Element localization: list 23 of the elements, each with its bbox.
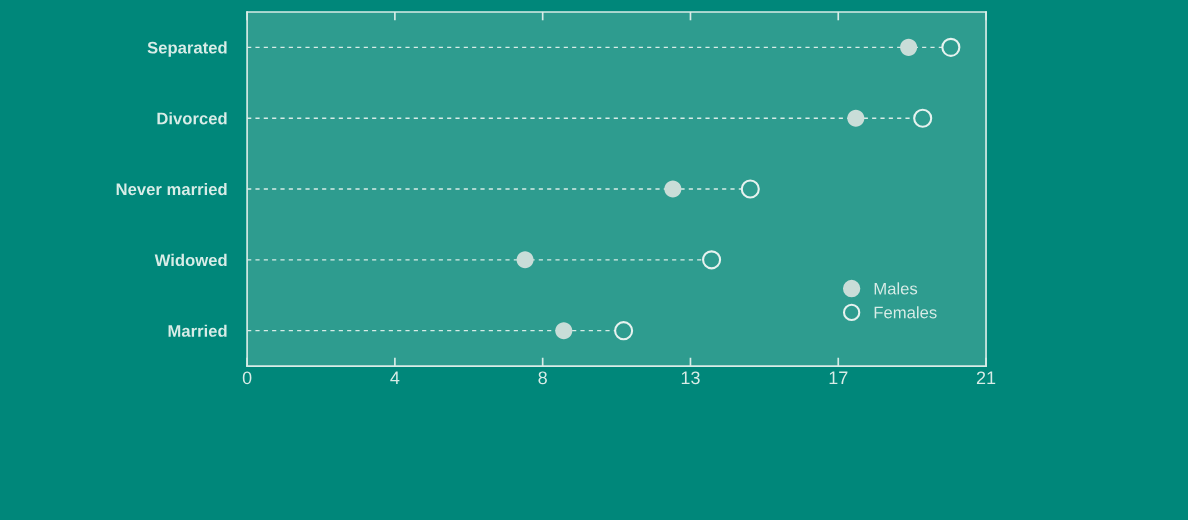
x-tick-label: 0 <box>242 371 252 385</box>
x-tick-label: 17 <box>829 371 848 385</box>
y-tick-label: Widowed <box>154 253 227 267</box>
x-tick-label: 4 <box>390 371 400 385</box>
point <box>614 321 634 341</box>
legend-label: Females <box>874 306 937 319</box>
x-tick-label: 13 <box>681 371 700 385</box>
x-tick-label: 8 <box>538 371 547 385</box>
y-tick-label: Never married <box>116 182 227 196</box>
point <box>900 38 918 56</box>
y-tick-label: Separated <box>147 41 227 57</box>
point <box>664 180 682 198</box>
y-tick-label: Married <box>168 324 227 337</box>
x-tick-label: 21 <box>976 371 996 385</box>
y-tick-label: Divorced <box>157 112 227 125</box>
point <box>555 322 573 340</box>
point <box>941 37 961 57</box>
point <box>516 251 534 269</box>
point <box>702 250 722 270</box>
point <box>740 179 760 199</box>
legend-label: Males <box>874 282 918 295</box>
point <box>913 108 933 128</box>
point <box>847 109 865 127</box>
